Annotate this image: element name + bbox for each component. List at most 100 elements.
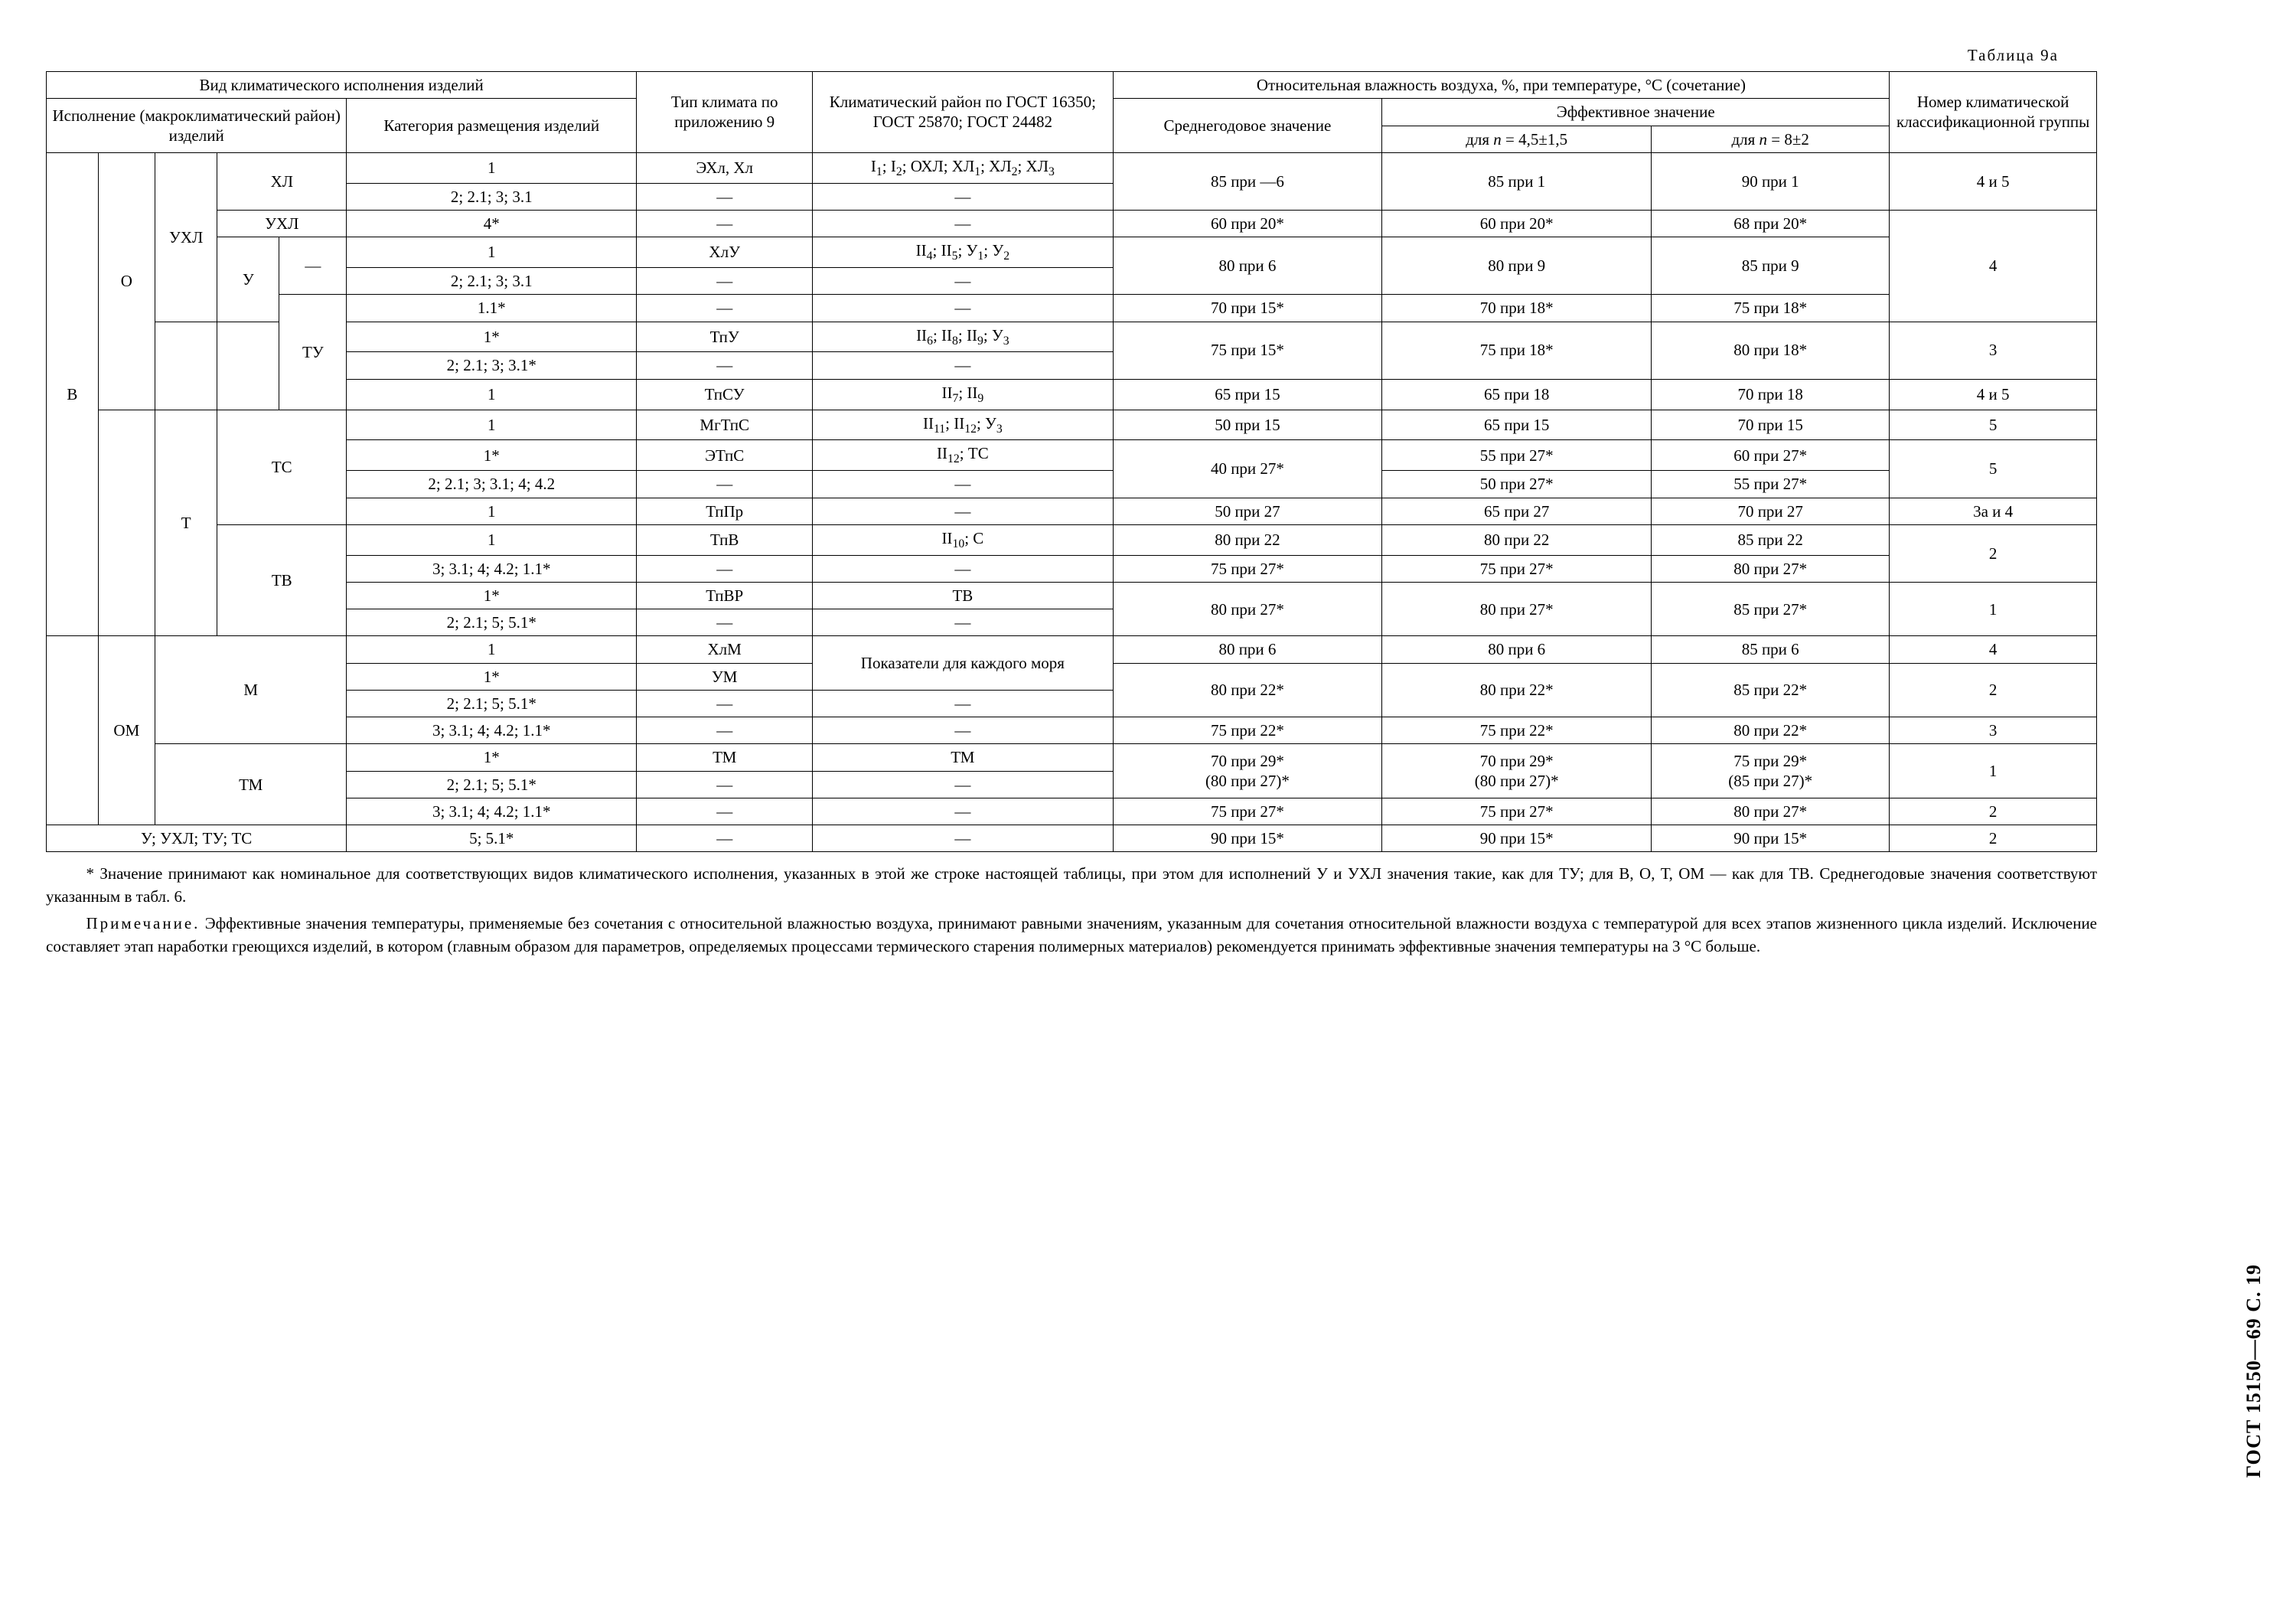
r9c: 1 [347,379,637,410]
r13k: — [813,498,1113,524]
h1: Вид климатического исполнения изделий [47,72,637,99]
r11g: 5 [1890,440,2097,498]
r8k: — [813,352,1113,379]
h6: Относительная влажность воздуха, %, при … [1113,72,1890,99]
h4: Тип климата по приложению 9 [637,72,813,153]
r24g: 2 [1890,798,2097,825]
footnote-note: Примечание. Эффективные значения темпера… [46,913,2097,958]
r14t: ТпВ [637,524,813,555]
r24t: — [637,798,813,825]
r22e1: 70 при 29*(80 при 27)* [1382,744,1652,798]
r24c: 3; 3.1; 4; 4.2; 1.1* [347,798,637,825]
r16t: ТпВР [637,582,813,609]
r20t: — [637,690,813,717]
r25s: 90 при 15* [1113,825,1382,852]
r14e2: 85 при 22 [1652,524,1890,555]
r11e1: 55 при 27* [1382,440,1652,471]
r16e2: 85 при 27* [1652,582,1890,636]
r12e1: 50 при 27* [1382,471,1652,498]
r21k: — [813,717,1113,744]
r8t: — [637,352,813,379]
r7g: 3 [1890,322,2097,379]
r6e1: 70 при 18* [1382,295,1652,322]
r6t: — [637,295,813,322]
r17c: 2; 2.1; 5; 5.1* [347,609,637,636]
r1g: 4 и 5 [1890,152,2097,210]
cell-HL: ХЛ [217,152,347,210]
r11e2: 60 при 27* [1652,440,1890,471]
r9e1: 65 при 18 [1382,379,1652,410]
h10: для n = 8±2 [1652,126,1890,152]
r16c: 1* [347,582,637,609]
r10e2: 70 при 15 [1652,410,1890,440]
cell-last: У; УХЛ; ТУ; ТС [47,825,347,852]
h11: Номер климатической классификационной гр… [1890,72,2097,153]
r7t: ТпУ [637,322,813,352]
cell-TV: ТВ [217,524,347,636]
cell-TC: ТС [217,410,347,524]
r3e2: 68 при 20* [1652,210,1890,237]
r3t: — [637,210,813,237]
table-caption: Таблица 9а [46,46,2250,65]
r7k: II6; II8; II9; У3 [813,322,1113,352]
h5: Климатический район по ГОСТ 16350; ГОСТ … [813,72,1113,153]
r21t: — [637,717,813,744]
r18e2: 85 при 6 [1652,636,1890,663]
r13e1: 65 при 27 [1382,498,1652,524]
r2t: — [637,183,813,210]
h3: Категория размещения изделий [347,99,637,153]
r15e1: 75 при 27* [1382,555,1652,582]
r17t: — [637,609,813,636]
r4s: 80 при 6 [1113,237,1382,295]
r12k: — [813,471,1113,498]
r18t: ХлМ [637,636,813,663]
cell-T: Т [155,410,217,636]
r10k: II11; II12; У3 [813,410,1113,440]
cell-M: М [155,636,347,744]
r16s: 80 при 27* [1113,582,1382,636]
r13g: 3а и 4 [1890,498,2097,524]
r21g: 3 [1890,717,2097,744]
side-label: ГОСТ 15150—69 С. 19 [2242,1264,2265,1478]
r4c: 1 [347,237,637,268]
r19s: 80 при 22* [1113,663,1382,717]
r25g: 2 [1890,825,2097,852]
cell-O: О [98,152,155,410]
r11c: 1* [347,440,637,471]
r16g: 1 [1890,582,2097,636]
r10e1: 65 при 15 [1382,410,1652,440]
r3e1: 60 при 20* [1382,210,1652,237]
footnotes: * Значение принимают как номинальное для… [46,863,2097,958]
r15s: 75 при 27* [1113,555,1382,582]
r21e2: 80 при 22* [1652,717,1890,744]
r23k: — [813,771,1113,798]
r9g: 4 и 5 [1890,379,2097,410]
r22t: ТМ [637,744,813,771]
r21e1: 75 при 22* [1382,717,1652,744]
r15e2: 80 при 27* [1652,555,1890,582]
cell-UHL2: УХЛ [217,210,347,237]
r10c: 1 [347,410,637,440]
r16k: ТВ [813,582,1113,609]
r18g: 4 [1890,636,2097,663]
r1k: I1; I2; ОХЛ; ХЛ1; ХЛ2; ХЛ3 [813,152,1113,183]
r16e1: 80 при 27* [1382,582,1652,636]
r1t: ЭХл, Хл [637,152,813,183]
r22c: 1* [347,744,637,771]
r4e2: 85 при 9 [1652,237,1890,295]
r22e2: 75 при 29*(85 при 27)* [1652,744,1890,798]
r15k: — [813,555,1113,582]
r19g: 2 [1890,663,2097,717]
r11k: II12; ТС [813,440,1113,471]
r13e2: 70 при 27 [1652,498,1890,524]
r19e2: 85 при 22* [1652,663,1890,717]
r14g: 2 [1890,524,2097,582]
cell-TU: ТУ [279,295,347,410]
r9k: II7; II9 [813,379,1113,410]
r24s: 75 при 27* [1113,798,1382,825]
r21c: 3; 3.1; 4; 4.2; 1.1* [347,717,637,744]
r4k: II4; II5; У1; У2 [813,237,1113,268]
r20k: — [813,690,1113,717]
r10s: 50 при 15 [1113,410,1382,440]
r13t: ТпПр [637,498,813,524]
